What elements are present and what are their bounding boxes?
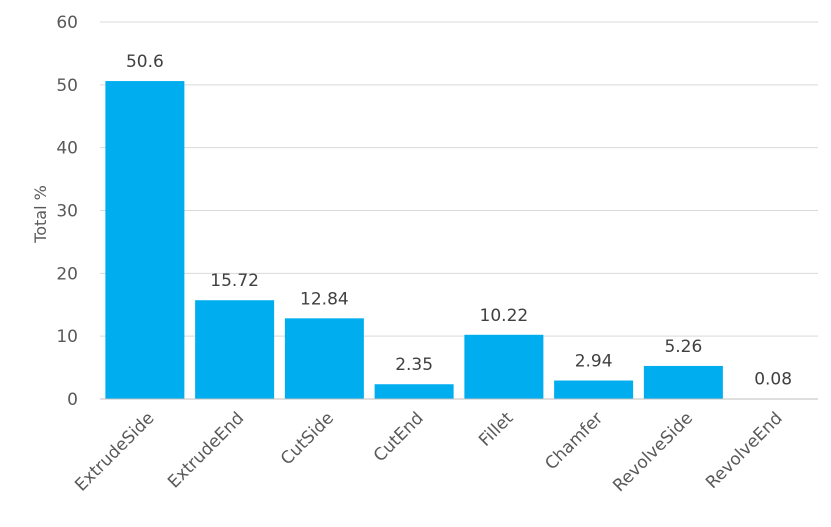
data-label: 15.72 [210,271,259,291]
y-axis-ticks: 0 10 20 30 40 50 60 [56,13,78,410]
bar-cutside [284,318,364,399]
category-label: ExtrudeSide [71,408,158,495]
data-labels: 50.6 15.72 12.84 2.35 10.22 2.94 5.26 0.08 [126,52,792,389]
y-axis-label: Total % [31,185,50,244]
data-label: 0.08 [754,369,792,389]
data-label: 12.84 [300,289,349,309]
y-tick-label: 10 [56,327,78,347]
gridlines [100,21,818,337]
y-tick-label: 40 [56,139,78,159]
category-label: Fillet [475,408,518,451]
y-tick-label: 0 [67,390,78,410]
y-tick-label: 30 [56,202,78,222]
y-tick-label: 20 [56,264,78,284]
category-label: CutSide [277,408,338,469]
bar-revolveside [643,365,723,399]
data-label: 10.22 [480,306,529,326]
x-axis-category-labels: ExtrudeSide ExtrudeEnd CutSide CutEnd Fillet… [71,408,786,496]
bar-chamfer [554,380,634,399]
bar-extrudeside [105,81,185,400]
category-label: Chamfer [541,408,607,474]
bar-cutend [374,384,454,399]
y-tick-label: 60 [56,13,78,33]
category-label: CutEnd [370,408,428,466]
bars [105,81,813,400]
data-label: 50.6 [126,52,164,72]
data-label: 5.26 [664,337,702,357]
category-label: ExtrudeEnd [164,408,248,492]
y-tick-label: 50 [56,76,78,96]
data-label: 2.35 [395,355,433,375]
bar-extrudeend [195,300,275,399]
bar-fillet [464,334,544,399]
data-label: 2.94 [575,352,613,372]
category-label: RevolveSide [609,408,697,496]
category-label: RevolveEnd [702,408,787,493]
